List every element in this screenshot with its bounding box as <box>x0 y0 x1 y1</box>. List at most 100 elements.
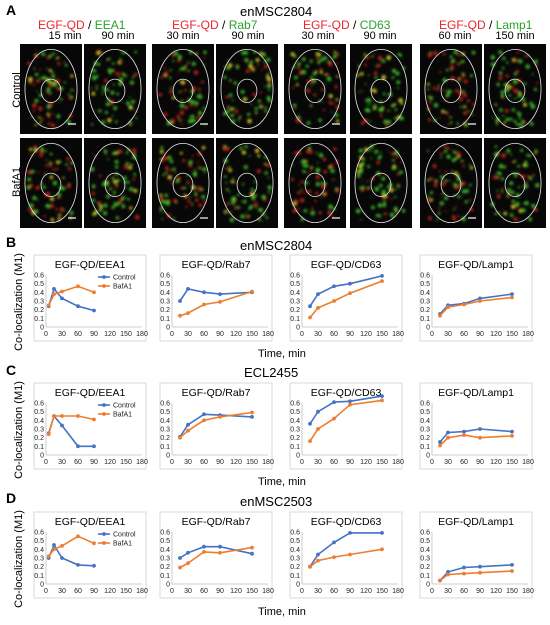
col-header-rab7: EGF-QD / Rab7 <box>172 18 258 32</box>
y-tick-label: 0.3 <box>160 299 170 306</box>
x-tick-label: 120 <box>230 588 242 595</box>
data-point-control <box>218 292 222 296</box>
y-tick-label: 0 <box>166 582 170 589</box>
x-tick-label: 180 <box>136 588 148 595</box>
cell-outline <box>220 49 274 129</box>
data-point-bafa1 <box>462 302 466 307</box>
x-tick-label: 90 <box>216 459 224 466</box>
micrograph-tile <box>20 138 82 228</box>
y-tick-label: 0 <box>40 582 44 589</box>
y-tick-label: 0.4 <box>160 547 170 554</box>
data-point-control <box>52 543 56 547</box>
y-tick-label: 0.2 <box>34 564 44 571</box>
y-tick-label: 0.2 <box>160 307 170 314</box>
y-tick-label: 0.3 <box>290 427 300 434</box>
y-tick-label: 0.1 <box>420 316 430 323</box>
data-point-control <box>178 556 182 560</box>
x-tick-label: 60 <box>460 331 468 338</box>
y-tick-label: 0 <box>166 325 170 332</box>
data-point-control <box>92 308 96 313</box>
micrograph-tile <box>484 44 546 134</box>
y-tick-label: 0.2 <box>290 564 300 571</box>
x-tick-label: 60 <box>200 459 208 466</box>
y-tick-label: 0.2 <box>290 435 300 442</box>
x-tick-label: 90 <box>90 459 98 466</box>
x-tick-label: 30 <box>58 331 66 338</box>
data-point-control <box>510 292 514 296</box>
x-tick-label: 30 <box>58 459 66 466</box>
cell-outline <box>156 49 210 129</box>
panel-letter-c: C <box>6 362 17 378</box>
nucleus-outline <box>370 78 392 103</box>
data-point-control <box>92 563 96 568</box>
cell-outline <box>88 143 142 223</box>
y-tick-label: 0.1 <box>290 573 300 580</box>
chart-panel: EGF-QD/CD63 0 30 60 90 120 150 180 0 0.1 0.20.3 0.4… <box>289 382 404 470</box>
cell-outline <box>156 143 210 223</box>
data-point-bafa1 <box>202 550 206 554</box>
chart-panel: EGF-QD/CD63 0 30 60 90 120 150 180 0 0.1 0.20.3 0.4… <box>289 254 404 342</box>
data-point-control <box>308 304 312 309</box>
data-point-bafa1 <box>178 565 182 570</box>
y-tick-label: 0.2 <box>34 435 44 442</box>
y-tick-label: 0.3 <box>34 556 44 563</box>
legend-label: Control <box>113 532 136 539</box>
x-tick-label: 60 <box>460 459 468 466</box>
y-tick-label: 0.5 <box>34 409 44 416</box>
y-tick-label: 0.1 <box>160 444 170 451</box>
y-tick-label: 0.2 <box>160 435 170 442</box>
y-tick-label: 0.6 <box>160 401 170 408</box>
chart-panel: EGF-QD/Lamp1 0 30 60 90 120 150 180 0 0.1 0.20.3 0.… <box>419 382 534 470</box>
x-tick-label: 0 <box>300 459 304 466</box>
y-tick-label: 0.6 <box>290 273 300 280</box>
panel-letter-a: A <box>6 2 17 18</box>
x-axis-label: Time, min <box>258 476 306 488</box>
x-tick-label: 120 <box>104 331 116 338</box>
data-point-bafa1 <box>308 315 312 320</box>
x-tick-label: 90 <box>346 588 354 595</box>
x-tick-label: 60 <box>330 331 338 338</box>
x-tick-label: 180 <box>136 331 148 338</box>
data-point-bafa1 <box>46 303 51 308</box>
x-tick-label: 60 <box>330 588 338 595</box>
y-tick-label: 0.5 <box>290 409 300 416</box>
legend-marker <box>102 532 106 536</box>
y-tick-label: 0 <box>426 582 430 589</box>
y-tick-label: 0.1 <box>420 573 430 580</box>
data-point-bafa1 <box>186 561 190 566</box>
micrograph-tile <box>152 44 214 134</box>
data-point-bafa1 <box>76 414 80 418</box>
data-point-bafa1 <box>250 410 254 415</box>
y-tick-label: 0.5 <box>160 409 170 416</box>
time-label: 90 min <box>231 30 265 42</box>
data-point-control <box>446 570 450 574</box>
cell-outline <box>354 143 408 223</box>
data-point-control <box>332 284 336 289</box>
data-point-control <box>52 287 56 291</box>
chart-title: EGF-QD/CD63 <box>311 516 382 528</box>
x-tick-label: 150 <box>120 459 132 466</box>
x-tick-label: 120 <box>490 459 502 466</box>
legend-label: Control <box>113 403 136 410</box>
y-tick-label: 0.3 <box>160 427 170 434</box>
data-point-bafa1 <box>438 443 442 448</box>
chart-title: EGF-QD/CD63 <box>311 387 382 399</box>
y-tick-label: 0 <box>166 453 170 460</box>
data-point-bafa1 <box>348 552 352 557</box>
time-label: 30 min <box>166 30 200 42</box>
data-point-bafa1 <box>92 541 96 546</box>
data-point-bafa1 <box>46 554 51 559</box>
chart-panel: EGF-QD/CD63 0 30 60 90 120 150 180 0 0.1 0.20.3 0.4… <box>289 511 404 599</box>
x-tick-label: 180 <box>392 459 404 466</box>
x-tick-label: 150 <box>376 459 388 466</box>
data-point-bafa1 <box>186 311 190 315</box>
data-point-control <box>332 400 336 404</box>
panel-letter-d: D <box>6 490 17 506</box>
cell-outline <box>424 143 478 223</box>
data-point-bafa1 <box>446 435 450 440</box>
micrograph-tile <box>420 44 482 134</box>
x-tick-label: 0 <box>170 331 174 338</box>
y-tick-label: 0.6 <box>34 401 44 408</box>
data-point-control <box>380 531 384 535</box>
x-tick-label: 30 <box>444 588 452 595</box>
